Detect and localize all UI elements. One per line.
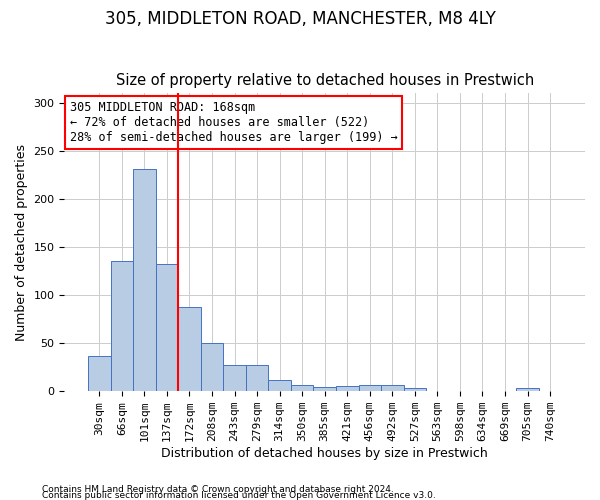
Title: Size of property relative to detached houses in Prestwich: Size of property relative to detached ho… (116, 73, 534, 88)
Text: 305 MIDDLETON ROAD: 168sqm
← 72% of detached houses are smaller (522)
28% of sem: 305 MIDDLETON ROAD: 168sqm ← 72% of deta… (70, 101, 397, 144)
Bar (178, 306, 201, 391)
Y-axis label: Number of detached properties: Number of detached properties (15, 144, 28, 341)
Bar (246, 366, 268, 391)
Text: 305, MIDDLETON ROAD, MANCHESTER, M8 4LY: 305, MIDDLETON ROAD, MANCHESTER, M8 4LY (104, 10, 496, 28)
Bar (88, 356, 110, 391)
Bar (133, 169, 155, 391)
Bar (404, 388, 426, 391)
Text: Contains public sector information licensed under the Open Government Licence v3: Contains public sector information licen… (42, 490, 436, 500)
Bar (291, 386, 313, 391)
Text: Contains HM Land Registry data © Crown copyright and database right 2024.: Contains HM Land Registry data © Crown c… (42, 484, 394, 494)
Bar (110, 262, 133, 391)
Bar (516, 388, 539, 391)
Bar (313, 388, 336, 391)
Bar (155, 264, 178, 391)
Bar (381, 386, 404, 391)
Bar (336, 386, 359, 391)
Bar (359, 386, 381, 391)
Bar (201, 343, 223, 391)
X-axis label: Distribution of detached houses by size in Prestwich: Distribution of detached houses by size … (161, 447, 488, 460)
Bar (223, 366, 246, 391)
Bar (268, 380, 291, 391)
